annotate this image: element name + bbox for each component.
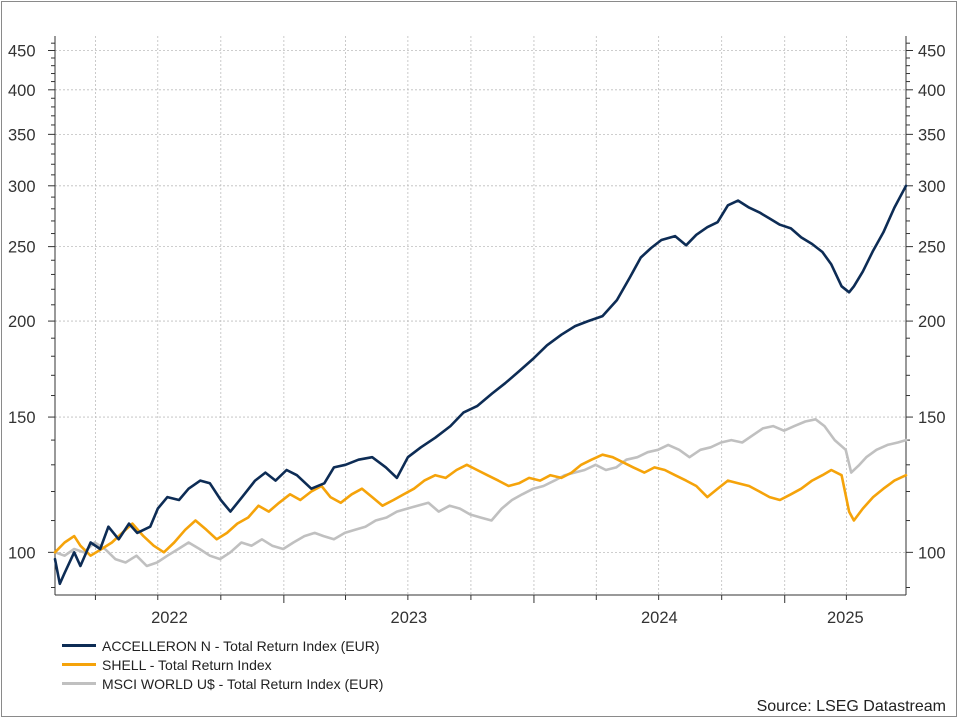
y-tick-label-left-400: 400 [8, 82, 36, 100]
y-tick-label-right-100: 100 [918, 544, 946, 562]
axes [54, 36, 907, 596]
legend-label-msci-world: MSCI WORLD U$ - Total Return Index (EUR) [102, 675, 384, 692]
legend: ACCELLERON N - Total Return Index (EUR) … [62, 636, 383, 693]
legend-label-shell: SHELL - Total Return Index [102, 656, 272, 673]
y-tick-label-right-200: 200 [918, 313, 946, 331]
legend-label-accelleron: ACCELLERON N - Total Return Index (EUR) [102, 637, 380, 654]
y-tick-label-left-250: 250 [8, 239, 36, 257]
legend-item-accelleron: ACCELLERON N - Total Return Index (EUR) [62, 636, 383, 655]
y-tick-label-right-450: 450 [918, 43, 946, 61]
y-tick-label-right-400: 400 [918, 82, 946, 100]
y-tick-label-left-200: 200 [8, 313, 36, 331]
y-tick-label-left-350: 350 [8, 126, 36, 144]
legend-swatch-msci-world [62, 682, 96, 685]
x-tick-label-2024: 2024 [641, 609, 678, 627]
legend-item-msci-world: MSCI WORLD U$ - Total Return Index (EUR) [62, 674, 383, 693]
y-axis-right-ticks: 100 150 200 250 300 350 400 450 [906, 43, 946, 589]
x-tick-label-2022: 2022 [151, 609, 188, 627]
gridlines [55, 36, 906, 595]
y-tick-label-left-300: 300 [8, 178, 36, 196]
y-axis-left-ticks: 100 150 200 250 300 350 400 450 [8, 43, 55, 589]
x-axis-ticks: 2022 2023 2024 2025 [94, 595, 864, 627]
y-tick-label-right-150: 150 [918, 409, 946, 427]
series-line-1 [53, 453, 908, 557]
series-lines [53, 184, 908, 586]
source-note: Source: LSEG Datastream [756, 698, 946, 715]
y-tick-label-left-100: 100 [8, 544, 36, 562]
x-tick-label-2025: 2025 [827, 609, 864, 627]
series-line-0 [53, 184, 908, 586]
y-tick-label-right-250: 250 [918, 239, 946, 257]
legend-item-shell: SHELL - Total Return Index [62, 655, 383, 674]
y-tick-label-right-350: 350 [918, 126, 946, 144]
x-tick-label-2023: 2023 [391, 609, 428, 627]
legend-swatch-shell [62, 663, 96, 666]
y-tick-label-left-450: 450 [8, 43, 36, 61]
series-line-2 [53, 418, 908, 568]
y-tick-label-right-300: 300 [918, 178, 946, 196]
y-tick-label-left-150: 150 [8, 409, 36, 427]
legend-swatch-accelleron [62, 644, 96, 647]
